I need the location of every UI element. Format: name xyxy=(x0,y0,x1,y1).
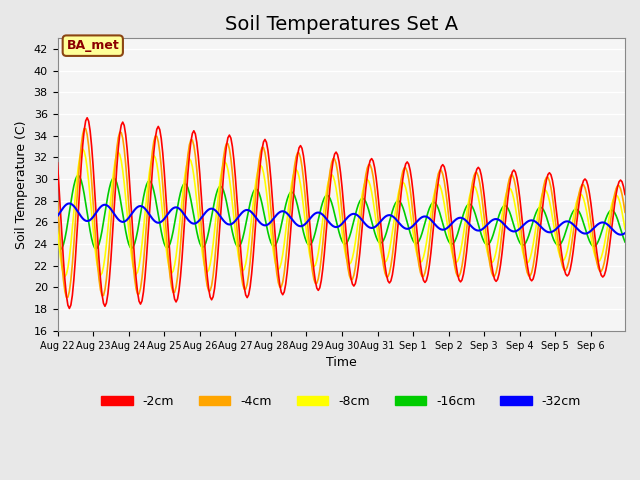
Text: BA_met: BA_met xyxy=(67,39,119,52)
Y-axis label: Soil Temperature (C): Soil Temperature (C) xyxy=(15,120,28,249)
X-axis label: Time: Time xyxy=(326,356,356,369)
Title: Soil Temperatures Set A: Soil Temperatures Set A xyxy=(225,15,458,34)
Legend: -2cm, -4cm, -8cm, -16cm, -32cm: -2cm, -4cm, -8cm, -16cm, -32cm xyxy=(97,390,586,413)
